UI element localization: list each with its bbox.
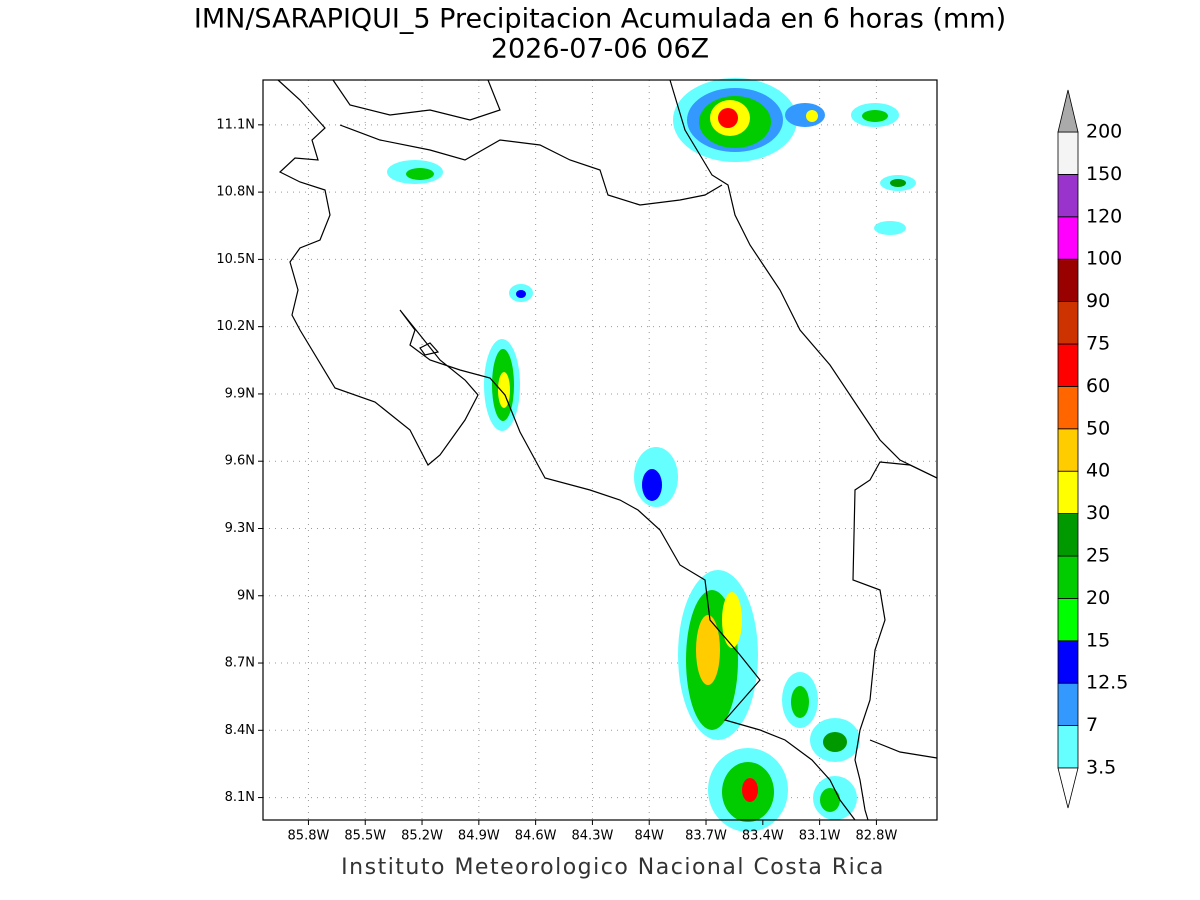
- colorbar-label: 75: [1086, 333, 1110, 355]
- colorbar-label: 20: [1086, 587, 1110, 609]
- y-tick-label: 8.4N: [225, 723, 255, 738]
- colorbar-label: 50: [1086, 417, 1110, 439]
- colorbar-label: 25: [1086, 545, 1110, 567]
- colorbar-under: [1057, 767, 1079, 809]
- y-tick-label: 10.5N: [216, 252, 255, 267]
- y-tick-label: 9.6N: [225, 454, 255, 469]
- colorbar-swatch: [1057, 598, 1079, 642]
- colorbar-swatch: [1057, 640, 1079, 684]
- colorbar-swatch: [1057, 216, 1079, 260]
- y-tick-label: 8.7N: [225, 656, 255, 671]
- x-tick-label: 85.5W: [344, 829, 386, 844]
- precip-field: [387, 78, 916, 832]
- colorbar-label: 150: [1086, 163, 1122, 185]
- map-subtitle: 2026-07-06 06Z: [491, 34, 709, 65]
- coastlines: [277, 79, 938, 821]
- colorbar-swatch: [1057, 513, 1079, 557]
- colorbar-swatch: [1057, 131, 1079, 175]
- x-tick-label: 83.4W: [742, 829, 784, 844]
- colorbar-swatch: [1057, 725, 1079, 769]
- colorbar-swatch: [1057, 682, 1079, 727]
- x-tick-label: 84.9W: [458, 829, 500, 844]
- x-tick-label: 85.2W: [401, 829, 443, 844]
- colorbar-swatch: [1057, 555, 1079, 599]
- colorbar-swatch: [1057, 343, 1079, 387]
- map-frame: [262, 79, 938, 821]
- y-tick-label: 11.1N: [216, 117, 255, 132]
- x-tick-label: 83.7W: [685, 829, 727, 844]
- colorbar-label: 30: [1086, 502, 1110, 524]
- colorbar-over: [1057, 89, 1079, 133]
- precip-cell: [387, 78, 916, 832]
- colorbar-label: 12.5: [1086, 672, 1128, 694]
- y-tick-label: 9.3N: [225, 521, 255, 536]
- x-tick-label: 84.3W: [572, 829, 614, 844]
- colorbar-swatch: [1057, 301, 1079, 345]
- y-tick-label: 9.9N: [225, 386, 255, 401]
- colorbar-label: 7: [1086, 714, 1098, 736]
- x-tick-label: 85.8W: [288, 829, 330, 844]
- colorbar-label: 40: [1086, 460, 1110, 482]
- x-tick-label: 84W: [635, 829, 665, 844]
- colorbar-label: 15: [1086, 629, 1110, 651]
- grid: [263, 80, 937, 820]
- y-tick-label: 8.1N: [225, 790, 255, 805]
- x-tick-label: 83.1W: [799, 829, 841, 844]
- colorbar-swatch: [1057, 258, 1079, 303]
- colorbar-label: 100: [1086, 248, 1122, 270]
- colorbar: 3.5 7 12.5 15 20 25 30 40 50 60 75 90 100 120 150 200: [1057, 89, 1128, 809]
- y-tick-label: 10.8N: [216, 185, 255, 200]
- colorbar-swatch: [1057, 173, 1079, 218]
- colorbar-label: 200: [1086, 121, 1122, 143]
- y-tick-label: 9N: [237, 588, 255, 603]
- map-title: IMN/SARAPIQUI_5 Precipitacion Acumulada …: [194, 4, 1006, 35]
- colorbar-swatch: [1057, 385, 1079, 430]
- footer: Instituto Meteorologico Nacional Costa R…: [341, 855, 885, 880]
- x-tick-label: 84.6W: [515, 829, 557, 844]
- colorbar-label: 120: [1086, 205, 1122, 227]
- colorbar-swatch: [1057, 428, 1079, 472]
- colorbar-label: 60: [1086, 375, 1110, 397]
- colorbar-label: 3.5: [1086, 757, 1116, 779]
- x-tick-label: 82.8W: [856, 829, 898, 844]
- y-tick-label: 10.2N: [216, 319, 255, 334]
- colorbar-swatch: [1057, 470, 1079, 515]
- colorbar-label: 90: [1086, 290, 1110, 312]
